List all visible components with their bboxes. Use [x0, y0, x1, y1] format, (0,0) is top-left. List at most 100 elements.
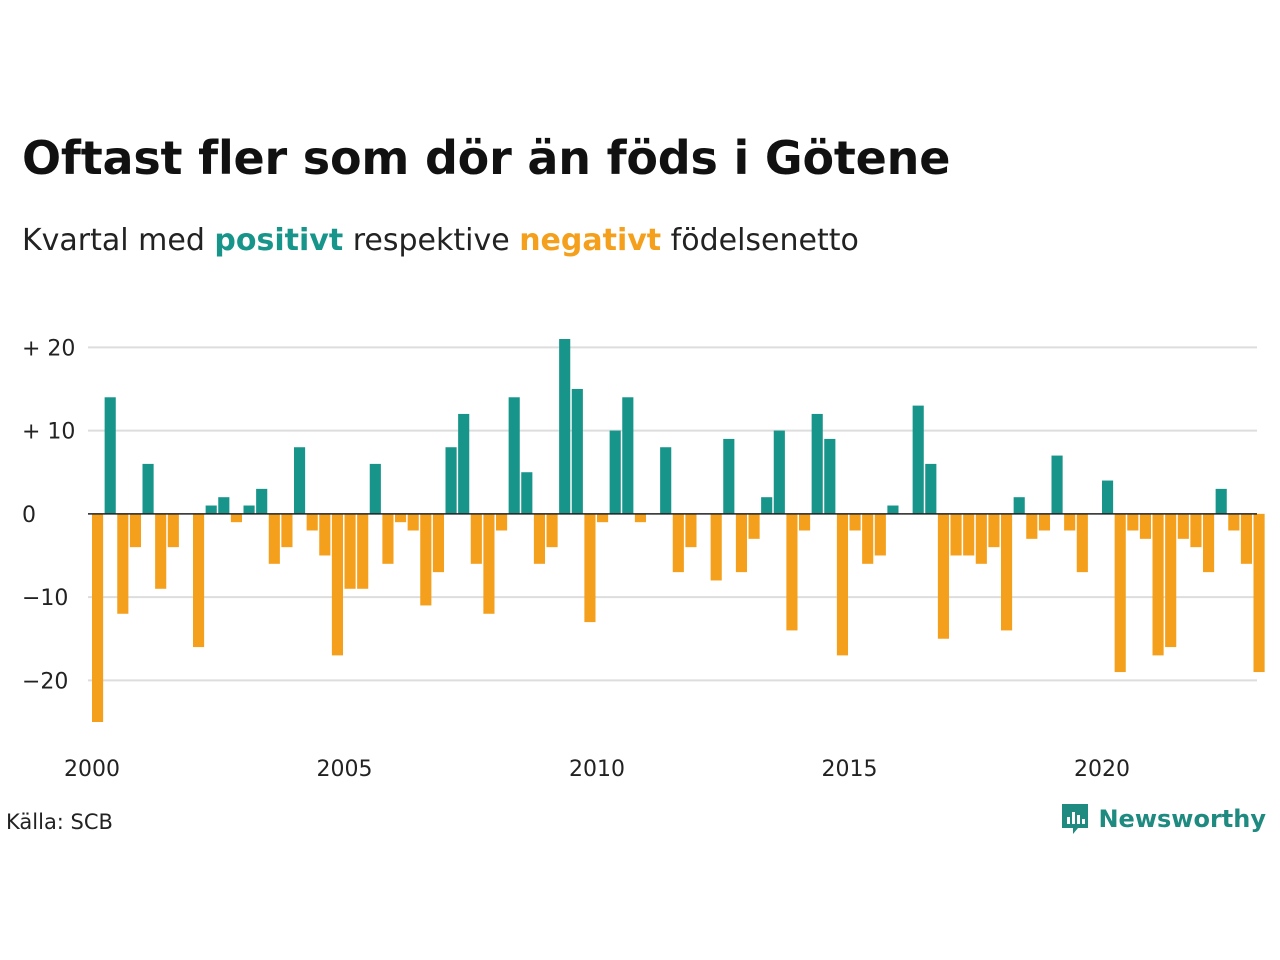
x-tick-label: 2005	[317, 757, 373, 782]
bar-negative	[1240, 513, 1253, 564]
bar-positive	[205, 505, 217, 514]
y-tick-label: + 20	[22, 336, 75, 361]
bar-negative	[470, 513, 482, 564]
y-tick-label: 0	[22, 503, 36, 528]
bar-negative	[496, 513, 508, 531]
bar-negative	[672, 513, 684, 573]
brand-logo: Newsworthy	[1060, 802, 1266, 836]
bar-negative	[1190, 513, 1202, 548]
bar-positive	[1013, 497, 1025, 514]
bar-positive	[142, 463, 154, 514]
bar-negative	[1127, 513, 1139, 531]
subtitle-suffix: födelsenetto	[661, 223, 859, 258]
bar-negative	[836, 513, 849, 656]
bar-negative	[988, 513, 1000, 548]
bar-negative	[344, 513, 356, 589]
bar-negative	[597, 513, 609, 523]
bar-positive	[521, 472, 533, 514]
bar-negative	[862, 513, 874, 564]
bar-negative	[937, 513, 950, 639]
y-tick-label: −10	[22, 586, 68, 611]
bar-negative	[963, 513, 975, 556]
bar-positive	[256, 488, 268, 514]
subtitle-positive-word: positivt	[214, 223, 344, 258]
bar-negative	[1001, 513, 1013, 631]
bar-negative	[92, 513, 104, 722]
bar-positive	[761, 497, 773, 514]
bar-positive	[773, 430, 785, 514]
bar-negative	[1139, 513, 1152, 539]
bar-negative	[281, 513, 293, 548]
bar-negative	[420, 513, 432, 606]
bar-negative	[735, 513, 748, 573]
bar-negative	[710, 513, 722, 581]
chart-subtitle: Kvartal med positivt respektive negativt…	[22, 222, 859, 260]
bar-negative	[1203, 513, 1215, 573]
bar-negative	[155, 513, 167, 589]
bar-negative	[117, 513, 129, 614]
bar-negative	[167, 513, 179, 548]
subtitle-negative-word: negativt	[519, 223, 662, 258]
bar-negative	[748, 513, 760, 539]
bar-negative	[1064, 513, 1076, 531]
bar-negative	[1026, 513, 1038, 539]
subtitle-prefix: Kvartal med	[22, 223, 215, 258]
bar-positive	[559, 339, 571, 514]
bar-positive	[218, 497, 230, 514]
bar-negative	[950, 513, 962, 556]
bar-positive	[723, 438, 735, 514]
bar-negative	[483, 513, 495, 614]
bar-negative	[1165, 513, 1177, 648]
subtitle-middle: respektive	[343, 223, 520, 258]
bar-positive	[925, 463, 937, 514]
bar-negative	[407, 513, 419, 531]
x-tick-label: 2020	[1074, 757, 1130, 782]
bar-positive	[1215, 488, 1227, 514]
bar-positive	[571, 388, 583, 514]
bar-negative	[874, 513, 886, 556]
bar-positive	[1051, 455, 1063, 514]
bar-negative	[357, 513, 369, 589]
bar-positive	[887, 505, 899, 514]
grid-lines	[88, 346, 1257, 682]
bar-negative	[849, 513, 861, 531]
bar-negative	[799, 513, 811, 531]
bar-positive	[622, 397, 634, 514]
bar-positive	[609, 430, 621, 514]
x-tick-label: 2000	[64, 757, 120, 782]
bar-positive	[243, 505, 255, 514]
y-tick-label: + 10	[22, 420, 75, 445]
bar-negative	[1177, 513, 1189, 539]
bar-negative	[268, 513, 280, 564]
bar-negative	[1228, 513, 1240, 531]
y-axis-ticks: + 20 + 10 0 −10 −20	[22, 336, 75, 694]
bar-negative	[432, 513, 445, 573]
bar-positive	[1102, 480, 1114, 514]
source-label: Källa: SCB	[6, 810, 113, 834]
x-axis-ticks: 2000 2005 2010 2015 2020	[64, 757, 1130, 782]
bar-negative	[331, 513, 344, 656]
bar-chart: + 20 + 10 0 −10 −20 2000 2005 2010 2015 2020	[22, 336, 1265, 782]
bar-negative	[230, 513, 243, 523]
bar-negative	[395, 513, 407, 523]
bar-negative	[546, 513, 558, 548]
bar-positive	[824, 438, 836, 514]
bar-negative	[1114, 513, 1126, 673]
bar-positive	[458, 413, 470, 514]
bar-negative	[382, 513, 394, 564]
bar-negative	[1076, 513, 1088, 573]
bar-positive	[660, 447, 672, 514]
bar-negative	[634, 513, 647, 523]
bar-negative	[319, 513, 331, 556]
bar-negative	[306, 513, 318, 531]
bar-positive	[912, 405, 924, 514]
bar-negative	[193, 513, 205, 648]
x-tick-label: 2015	[822, 757, 878, 782]
bar-positive	[445, 447, 457, 514]
bar-positive	[811, 413, 823, 514]
chart-title: Oftast fler som dör än föds i Götene	[22, 131, 951, 185]
bar-negative	[685, 513, 697, 548]
x-tick-label: 2010	[569, 757, 625, 782]
bar-negative	[1152, 513, 1164, 656]
bar-negative	[129, 513, 142, 548]
